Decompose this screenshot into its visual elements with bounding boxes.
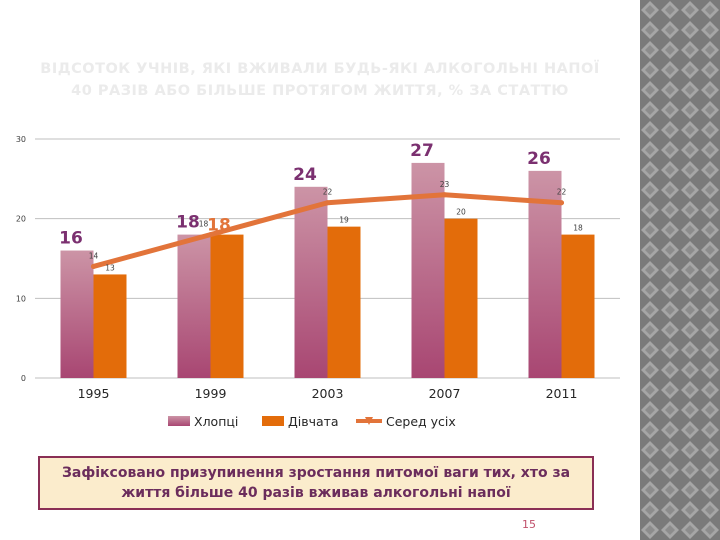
slide-title-line-2: 40 РАЗІВ АБО БІЛЬШЕ ПРОТЯГОМ ЖИТТЯ, % ЗА… [71,83,569,99]
data-label-boys: 18 [176,213,200,233]
data-label-girls: 19 [339,216,349,225]
legend-swatch-boys [168,416,190,426]
bar-boys [294,186,328,378]
data-label-total: 14 [89,251,99,260]
bar-boys [177,234,211,378]
data-label-girls: 18 [573,224,583,233]
data-label-boys: 27 [410,141,434,161]
conclusion-note-text: Зафіксовано призупинення зростання питом… [61,465,571,501]
data-label-boys: 24 [293,165,317,185]
data-label-total: 18 [199,220,209,229]
conclusion-note: Зафіксовано призупинення зростання питом… [38,456,594,510]
bar-girls [561,234,595,378]
slide-title-line-1: ВІДСОТОК УЧНІВ, ЯКІ ВЖИВАЛИ БУДЬ-ЯКІ АЛК… [40,61,600,77]
legend-label-total: Серед усіх [386,414,456,429]
line-point-total [442,192,447,198]
bar-girls [93,274,127,378]
page-number: 15 [522,518,536,531]
line-point-total [325,200,330,206]
x-tick-label: 2007 [429,386,461,401]
data-label-boys: 16 [59,229,83,249]
data-label-total: 23 [440,180,450,189]
bar-boys [60,250,94,378]
data-label-total: 22 [557,188,567,197]
data-label-girls: 18 [207,216,231,236]
data-label-total: 22 [323,188,333,197]
y-tick-label: 10 [16,294,26,303]
slide-title: ВІДСОТОК УЧНІВ, ЯКІ ВЖИВАЛИ БУДЬ-ЯКІ АЛК… [0,58,640,102]
decorative-pattern-strip [640,0,720,540]
data-label-boys: 26 [527,149,551,169]
bar-boys [528,170,562,378]
legend-marker-total [365,417,373,425]
y-tick-label: 0 [21,374,26,383]
legend-label-girls: Дівчата [288,414,339,429]
legend-swatch-girls [262,416,284,426]
line-point-total [208,232,213,238]
x-tick-label: 2011 [546,386,578,401]
x-tick-label: 1995 [78,386,110,401]
y-tick-label: 20 [16,215,26,224]
x-tick-label: 2003 [312,386,344,401]
legend-label-boys: Хлопці [194,414,238,429]
line-point-total [91,263,96,269]
data-label-girls: 20 [456,208,466,217]
bar-girls [444,218,478,378]
data-label-girls: 13 [105,263,115,272]
bar-girls [210,234,244,378]
bar-girls [327,226,361,378]
line-point-total [559,200,564,206]
y-tick-label: 30 [16,135,26,144]
x-tick-label: 1999 [195,386,227,401]
